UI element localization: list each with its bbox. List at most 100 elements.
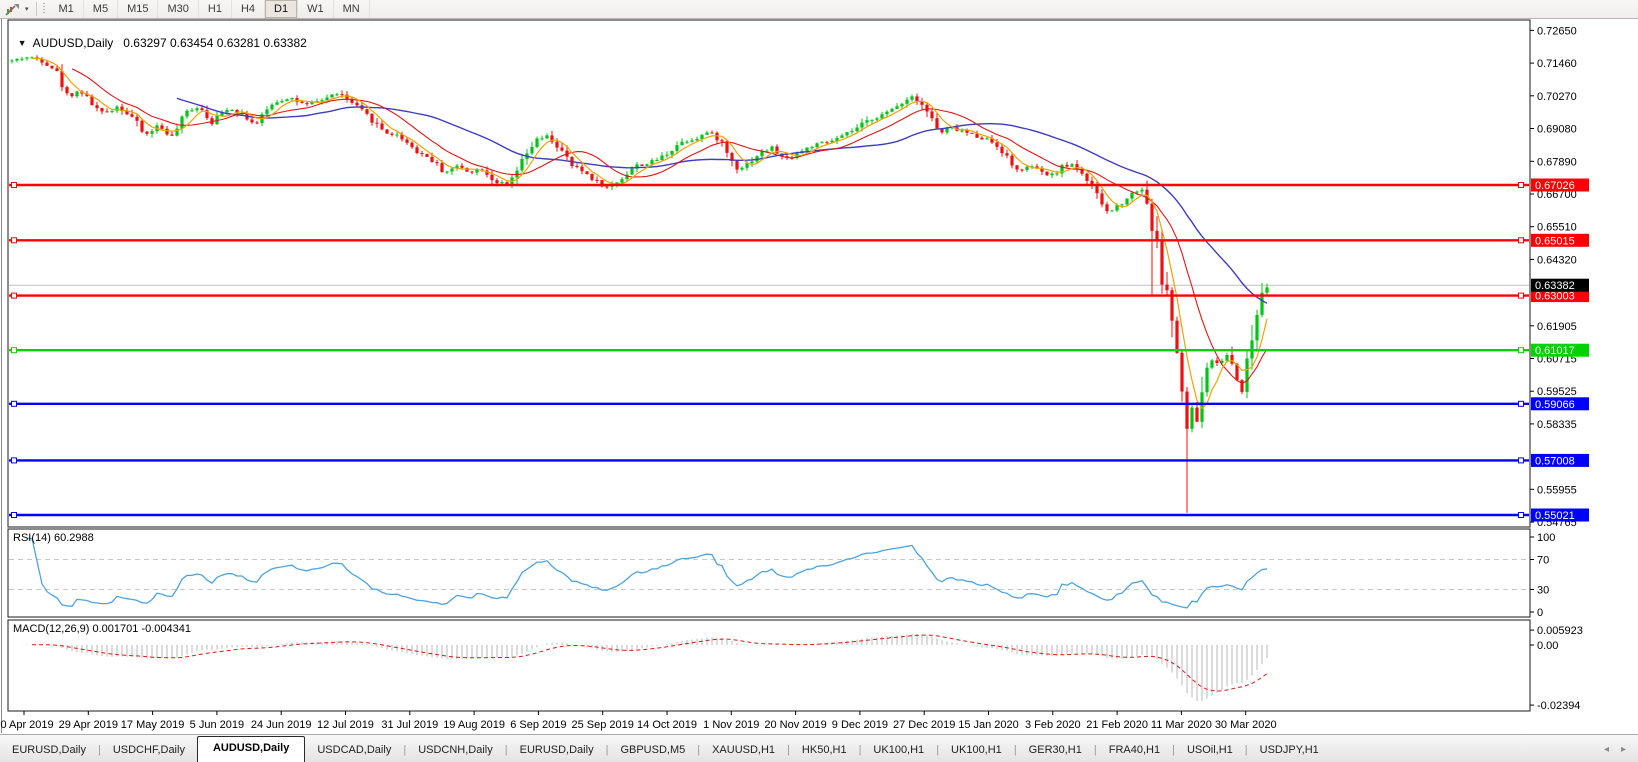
tab-usdcnh-daily[interactable]: USDCNH,Daily: [418, 744, 493, 756]
price-badge-0.65015: 0.65015: [1531, 233, 1589, 247]
candle-body: [655, 160, 659, 161]
toolbar-grip-handle[interactable]: [41, 3, 46, 15]
candle-body: [915, 96, 919, 102]
tabs-scroll-right-icon[interactable]: ▸: [1620, 744, 1626, 755]
price-tick-label: 0.70270: [1537, 91, 1577, 103]
tab-eurusd-daily[interactable]: EURUSD,Daily: [519, 744, 594, 756]
tab-usoil-h1[interactable]: USOil,H1: [1186, 744, 1233, 756]
tab-usdcad-daily[interactable]: USDCAD,Daily: [317, 744, 392, 756]
line-handle[interactable]: [11, 292, 17, 299]
timeframe-d1[interactable]: D1: [265, 0, 299, 18]
timeframe-mn[interactable]: MN: [334, 0, 370, 18]
price-line-0.61017[interactable]: [9, 347, 1529, 354]
timeframe-m15[interactable]: M15: [118, 0, 159, 18]
tab-audusd-daily-active[interactable]: AUDUSD,Daily: [196, 736, 306, 762]
tab-usdjpy-h1[interactable]: USDJPY,H1: [1259, 744, 1319, 756]
candle-body: [355, 102, 359, 106]
price-tick-label: 0.72650: [1537, 25, 1577, 37]
candle-body: [1170, 290, 1174, 321]
candle-body: [550, 135, 554, 142]
candle-body: [685, 141, 689, 143]
tab-hk50-h1[interactable]: HK50,H1: [801, 744, 847, 756]
tab-eurusd-daily[interactable]: EURUSD,Daily: [12, 744, 86, 756]
price-line-0.57008[interactable]: [9, 457, 1529, 464]
candle-body: [1265, 287, 1269, 293]
line-handle[interactable]: [1518, 292, 1524, 299]
line-handle[interactable]: [11, 237, 17, 244]
svg-text:0.57008: 0.57008: [1535, 455, 1575, 467]
line-handle[interactable]: [1518, 457, 1524, 464]
candle-body: [75, 91, 79, 97]
tab-uk100-h1[interactable]: UK100,H1: [873, 744, 925, 756]
line-handle[interactable]: [11, 347, 17, 354]
tab-xauusd-h1[interactable]: XAUUSD,H1: [712, 744, 776, 756]
candle-body: [325, 97, 329, 100]
line-handle[interactable]: [11, 457, 17, 464]
date-axis[interactable]: 10 Apr 2019 29 Apr 2019 17 May 2019 5 Jun 2…: [0, 711, 1277, 731]
line-handle[interactable]: [11, 400, 17, 407]
timeframe-w1[interactable]: W1: [298, 0, 334, 18]
line-handle[interactable]: [1518, 512, 1524, 518]
timeframe-h4[interactable]: H4: [232, 0, 266, 18]
price-axis[interactable]: 0.72650 0.71460 0.70270 0.69080 0.67890 0.667…: [1530, 25, 1577, 529]
tab-ger30-h1[interactable]: GER30,H1: [1028, 744, 1082, 756]
candle-body: [1000, 146, 1004, 154]
rsi-line: [27, 537, 1268, 609]
candle-body: [485, 170, 489, 175]
tab-separator: |: [1172, 744, 1175, 756]
rsi-panel-content: [9, 537, 1529, 609]
line-handle[interactable]: [1518, 400, 1524, 407]
price-line-0.65015[interactable]: [9, 237, 1529, 244]
candle-body: [30, 57, 34, 59]
timeframe-m5[interactable]: M5: [84, 0, 119, 18]
line-handle[interactable]: [1518, 347, 1524, 354]
candle-body: [60, 71, 64, 88]
candle-body: [1110, 210, 1114, 212]
rsi-tick-label: 0: [1537, 607, 1543, 619]
candle-body: [1010, 155, 1014, 166]
price-line-0.59066[interactable]: [9, 400, 1529, 407]
line-handle[interactable]: [1518, 182, 1524, 188]
candle-body: [1055, 173, 1059, 175]
candle-body: [495, 180, 499, 184]
chart-cursor-icon[interactable]: [0, 0, 24, 18]
rsi-panel[interactable]: [7, 528, 1531, 618]
macd-tick-label: -0.02394: [1537, 700, 1580, 712]
price-tick-label: 0.66700: [1537, 189, 1577, 201]
candle-body: [210, 118, 214, 125]
candle-body: [930, 111, 934, 119]
symbol-collapse-icon[interactable]: ▼: [17, 38, 27, 48]
price-line-0.63003[interactable]: [9, 292, 1529, 299]
candle-body: [150, 131, 154, 134]
macd-panel[interactable]: [7, 619, 1531, 712]
price-line-0.67026[interactable]: [9, 182, 1529, 188]
main-chart-panel[interactable]: [7, 19, 1531, 528]
candle-body: [850, 131, 854, 133]
timeframe-h1[interactable]: H1: [199, 0, 232, 18]
candle-body: [1060, 164, 1064, 174]
chart-tool-dropdown-icon[interactable]: ▾: [25, 6, 29, 13]
candle-body: [1155, 231, 1159, 241]
candle-body: [500, 182, 504, 184]
line-handle[interactable]: [1518, 237, 1524, 244]
candle-body: [255, 122, 259, 124]
ma-fast-line: [31, 57, 1268, 410]
candle-body: [380, 123, 384, 130]
candle-body: [1030, 166, 1034, 168]
timeframe-m1[interactable]: M1: [50, 0, 84, 18]
tabs-scroll-left-icon[interactable]: ◂: [1603, 744, 1609, 755]
candle-body: [110, 110, 114, 112]
line-handle[interactable]: [11, 512, 17, 518]
price-line-0.55021[interactable]: [9, 512, 1529, 518]
line-handle[interactable]: [11, 182, 17, 188]
tab-uk100-h1[interactable]: UK100,H1: [951, 744, 1002, 756]
candle-body: [650, 160, 654, 165]
timeframe-m30[interactable]: M30: [158, 0, 199, 18]
tab-gbpusd-m5[interactable]: GBPUSD,M5: [620, 744, 686, 756]
price-badge-0.61017: 0.61017: [1531, 343, 1589, 357]
tab-separator: |: [936, 744, 940, 756]
tab-usdchf-daily[interactable]: USDCHF,Daily: [112, 744, 185, 756]
candle-body: [1210, 360, 1214, 368]
tab-fra40-h1[interactable]: FRA40,H1: [1108, 744, 1161, 756]
